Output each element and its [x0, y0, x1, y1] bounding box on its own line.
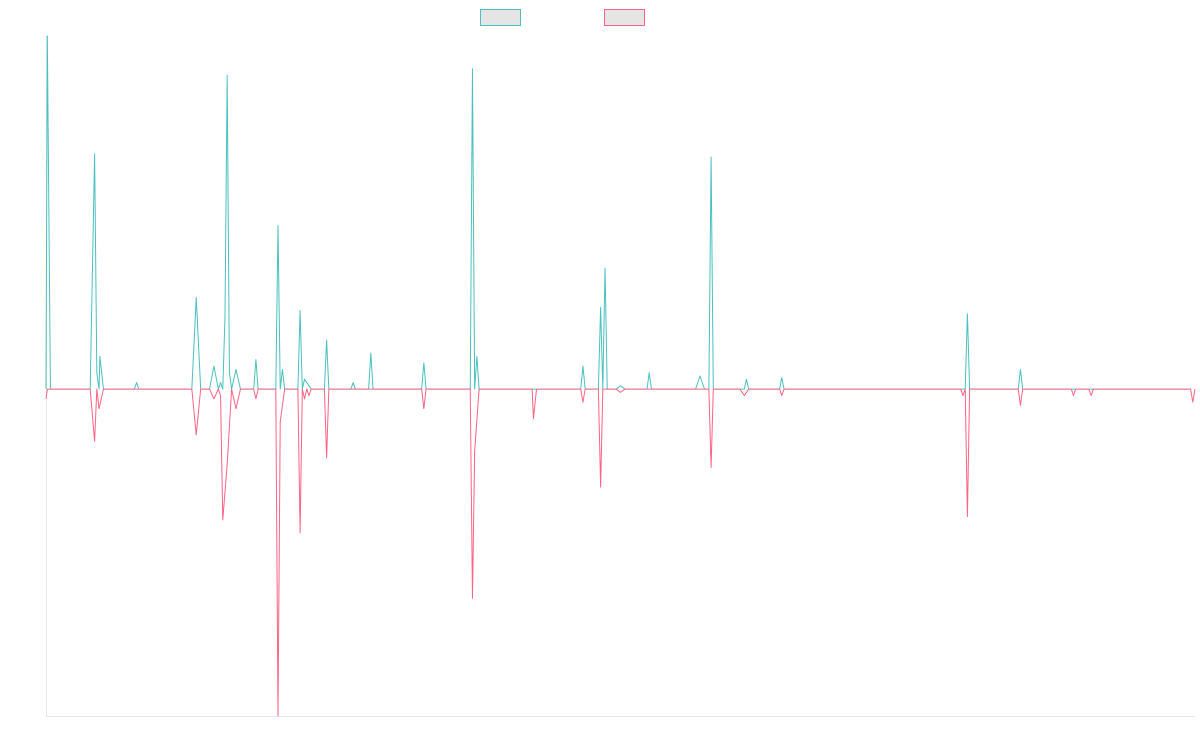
legend-swatch-1[interactable] [480, 9, 521, 26]
series-line-1 [45, 35, 1191, 390]
legend-swatch-2[interactable] [604, 9, 645, 26]
legend[interactable] [480, 9, 645, 26]
axes [46, 36, 1195, 717]
series-layer [45, 35, 1196, 717]
series-line-2 [45, 388, 1196, 717]
